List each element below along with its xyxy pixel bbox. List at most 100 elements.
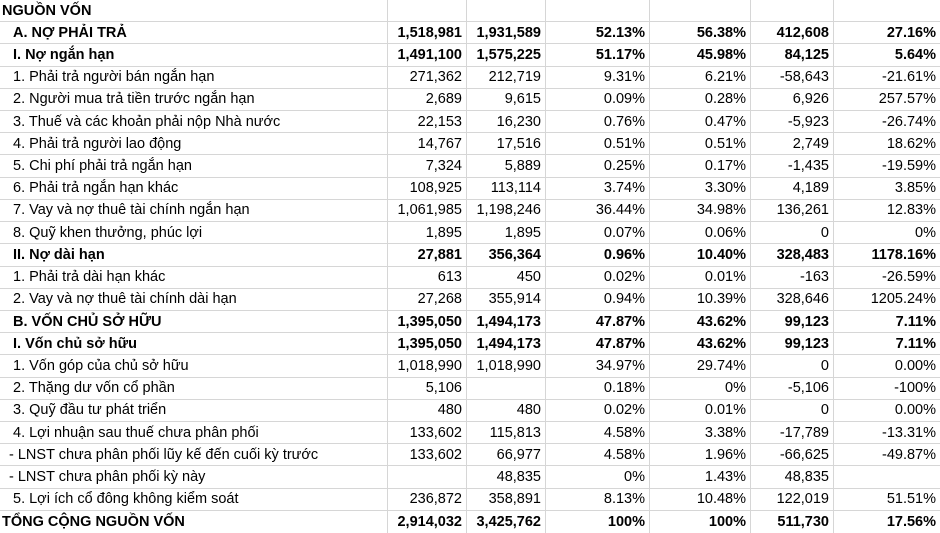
cell-value-period2: 450 [467,266,546,288]
cell-label: I. Nợ ngắn hạn [0,44,388,66]
cell-change-amount: -5,923 [751,111,834,133]
cell-value-period1: 7,324 [388,155,467,177]
cell-pct-period1: 0.07% [546,222,650,244]
cell-value-period2: 212,719 [467,66,546,88]
cell-pct-period2: 34.98% [650,199,751,222]
cell-value-period1: 2,689 [388,88,467,111]
cell-change-amount: 99,123 [751,310,834,333]
cell-change-amount: -66,625 [751,444,834,466]
cell-change-pct: 3.85% [894,180,936,197]
cell-label: 2. Thặng dư vốn cổ phần [0,377,388,399]
cell-pct-period2: 0.01% [650,266,751,288]
cell-label: 1. Vốn góp của chủ sở hữu [0,355,388,377]
cell-label: 1. Phải trả người bán ngắn hạn [0,66,388,88]
cell-label: 3. Thuế và các khoản phải nộp Nhà nước [0,111,388,133]
cell-label: B. VỐN CHỦ SỞ HỮU [0,310,388,333]
cell-change-pct: -26.59% [881,269,936,286]
cell-pct-period2: 56.38% [650,22,751,44]
cell-change-amount: -163 [751,266,834,288]
table-row: 4. Phải trả người lao động 14,767 17,516 0.… [0,133,940,156]
cell-change-pct: 1178.16% [871,246,936,263]
cell-pct-period2 [650,0,751,22]
table-row: 3. Thuế và các khoản phải nộp Nhà nước 22… [0,111,940,134]
table-row: 2. Vay và nợ thuê tài chính dài hạn 27,26… [0,288,940,311]
cell-pct-period2: 10.48% [650,488,751,510]
cell-value-period1 [388,0,467,22]
cell-label: 2. Vay và nợ thuê tài chính dài hạn [0,288,388,310]
cell-change-amount: -1,435 [751,155,834,177]
cell-change-pct: 27.16% [886,24,936,41]
cell-pct-period2: 100% [650,510,751,533]
cell-change-pct: -100% [894,380,936,397]
cell-pct-period1: 47.87% [546,310,650,333]
cell-pct-period2: 0.01% [650,399,751,421]
cell-label: II. Nợ dài hạn [0,244,388,266]
cell-change-amount: 328,646 [751,288,834,310]
cell-label: - LNST chưa phân phối lũy kế đến cuối kỳ… [0,444,388,466]
cell-change-pct: -19.59% [881,158,936,175]
cell-value-period2: 115,813 [467,421,546,444]
table-row: I. Vốn chủ sở hữu 1,395,050 1,494,173 47.87… [0,333,940,356]
table-row: - LNST chưa phân phối lũy kế đến cuối kỳ… [0,444,940,467]
cell-value-period1 [388,466,467,488]
cell-value-period1: 22,153 [388,111,467,133]
cell-pct-period1: 47.87% [546,333,650,355]
cell-change-pct: 18.62% [886,135,936,152]
table-row: 8. Quỹ khen thưởng, phúc lợi 1,895 1,895 0.… [0,222,940,245]
cell-change-pct: -13.31% [881,424,936,441]
cell-value-period1: 1,061,985 [388,199,467,222]
cell-value-period2: 1,494,173 [467,310,546,333]
cell-change-pct: 7.11% [895,313,936,330]
cell-label: 7. Vay và nợ thuê tài chính ngắn hạn [0,199,388,222]
cell-pct-period1: 36.44% [546,199,650,222]
cell-pct-period1: 9.31% [546,66,650,88]
cell-pct-period2: 3.38% [650,421,751,444]
cell-pct-period2: 10.40% [650,244,751,266]
cell-value-period2: 358,891 [467,488,546,510]
cell-pct-period2: 1.96% [650,444,751,466]
table-row: 7. Vay và nợ thuê tài chính ngắn hạn 1,06… [0,199,940,223]
table-row: NGUỒN VỐN [0,0,940,23]
table-row: 2. Thặng dư vốn cổ phần 5,106 0.18% 0% -5,10… [0,377,940,400]
cell-change-pct: 1205.24% [870,291,936,308]
cell-pct-period2: 45.98% [650,44,751,66]
cell-pct-period2: 0% [650,377,751,399]
cell-pct-period1: 8.13% [546,488,650,510]
cell-pct-period2: 0.47% [650,111,751,133]
cell-value-period2 [467,0,546,22]
cell-value-period2: 48,835 [467,466,546,488]
cell-change-amount: 412,608 [751,22,834,44]
cell-pct-period2: 0.28% [650,88,751,111]
cell-pct-period1: 0% [546,466,650,488]
cell-value-period1: 1,518,981 [388,22,467,44]
cell-value-period1: 5,106 [388,377,467,399]
cell-value-period2: 480 [467,399,546,421]
cell-value-period2 [467,377,546,399]
cell-value-period1: 1,395,050 [388,310,467,333]
cell-label: A. NỢ PHẢI TRẢ [0,22,388,44]
cell-value-period1: 27,268 [388,288,467,310]
cell-pct-period2: 0.17% [650,155,751,177]
cell-label: 4. Phải trả người lao động [0,133,388,155]
cell-value-period1: 27,881 [388,244,467,266]
cell-label: 3. Quỹ đầu tư phát triển [0,399,388,421]
cell-change-pct [834,466,940,487]
cell-change-amount: 136,261 [751,199,834,222]
cell-pct-period2: 10.39% [650,288,751,310]
table-row: A. NỢ PHẢI TRẢ 1,518,981 1,931,589 52.13% 56… [0,22,940,45]
cell-pct-period2: 3.30% [650,177,751,199]
cell-pct-period1: 0.18% [546,377,650,399]
table-row: 1. Phải trả dài hạn khác 613 450 0.02% 0.01%… [0,266,940,289]
cell-change-amount: -58,643 [751,66,834,88]
cell-value-period1: 613 [388,266,467,288]
cell-value-period1: 1,895 [388,222,467,244]
cell-value-period2: 1,575,225 [467,44,546,66]
cell-change-pct: 257.57% [878,91,936,108]
cell-value-period1: 108,925 [388,177,467,199]
cell-pct-period1: 0.09% [546,88,650,111]
cell-label: 6. Phải trả ngắn hạn khác [0,177,388,199]
cell-change-pct: 0.00% [894,357,936,374]
table-row: TỔNG CỘNG NGUỒN VỐN 2,914,032 3,425,762 100… [0,510,940,533]
cell-change-amount: 511,730 [751,510,834,533]
